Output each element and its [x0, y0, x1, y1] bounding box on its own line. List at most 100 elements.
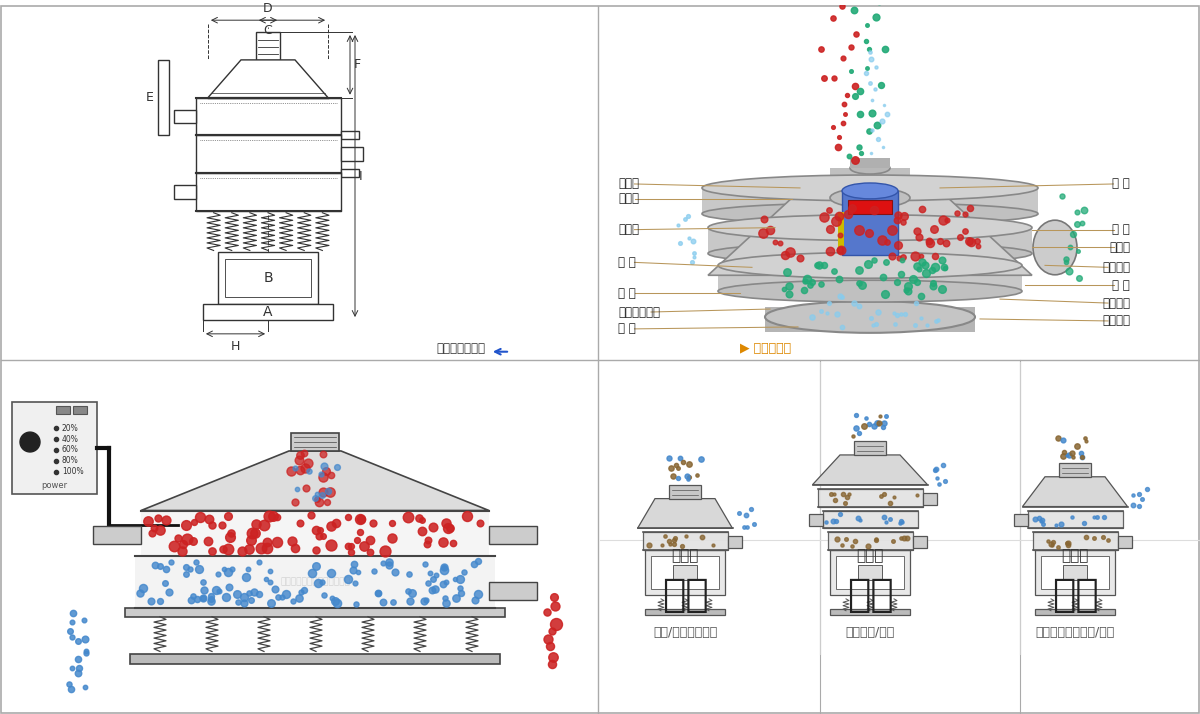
- Bar: [226, 259, 311, 297]
- Text: 三层式: 三层式: [857, 548, 883, 563]
- Polygon shape: [1022, 477, 1128, 506]
- Ellipse shape: [702, 203, 1038, 225]
- Bar: [727, 536, 742, 548]
- Bar: [157, 60, 168, 136]
- Polygon shape: [637, 498, 732, 528]
- Bar: [1060, 463, 1091, 477]
- Bar: [830, 550, 910, 595]
- Bar: [292, 433, 340, 451]
- Bar: [650, 556, 719, 589]
- Bar: [646, 609, 725, 615]
- Bar: [817, 488, 923, 506]
- Text: 过滤: 过滤: [847, 576, 893, 614]
- Bar: [1063, 565, 1087, 580]
- Bar: [1042, 556, 1109, 589]
- Bar: [646, 550, 725, 595]
- Bar: [73, 406, 88, 414]
- Bar: [708, 228, 1032, 253]
- Text: 除杂: 除杂: [1051, 576, 1098, 614]
- Bar: [854, 441, 886, 455]
- Ellipse shape: [708, 243, 1032, 264]
- Bar: [125, 608, 505, 617]
- Bar: [1117, 536, 1132, 548]
- Bar: [830, 609, 910, 615]
- Bar: [842, 191, 898, 256]
- Text: 防尘盖: 防尘盖: [618, 192, 640, 206]
- Bar: [923, 493, 936, 505]
- Ellipse shape: [766, 301, 974, 333]
- Bar: [142, 511, 490, 556]
- Bar: [134, 556, 496, 608]
- Bar: [642, 533, 727, 550]
- Bar: [196, 98, 341, 136]
- Bar: [1032, 533, 1117, 550]
- Bar: [830, 168, 910, 198]
- Text: 80%: 80%: [62, 456, 79, 466]
- Bar: [174, 109, 196, 124]
- Ellipse shape: [842, 248, 898, 263]
- Text: B: B: [263, 271, 272, 286]
- Text: 单层式: 单层式: [671, 548, 698, 563]
- Text: F: F: [354, 59, 361, 71]
- Bar: [673, 565, 697, 580]
- Ellipse shape: [708, 215, 1032, 241]
- Text: 100%: 100%: [62, 467, 84, 476]
- Bar: [912, 536, 926, 548]
- Bar: [670, 485, 701, 498]
- Text: 外形尺寸示意图: 外形尺寸示意图: [436, 342, 485, 355]
- Text: 运输固定螺栓: 运输固定螺栓: [618, 306, 660, 318]
- Text: 筛 网: 筛 网: [1112, 178, 1130, 191]
- Bar: [174, 185, 196, 199]
- Text: E: E: [145, 91, 154, 104]
- Polygon shape: [142, 451, 490, 511]
- Text: 去除液体中的颗粒/异物: 去除液体中的颗粒/异物: [1036, 626, 1115, 639]
- Bar: [490, 582, 538, 600]
- Text: 双层式: 双层式: [1061, 548, 1088, 563]
- Text: 分级: 分级: [661, 576, 708, 614]
- Text: 颗粒/粉末准确分级: 颗粒/粉末准确分级: [653, 626, 718, 639]
- Text: ▶ 结构示意图: ▶ 结构示意图: [740, 342, 791, 355]
- Ellipse shape: [830, 188, 910, 208]
- Bar: [196, 136, 341, 173]
- Bar: [848, 200, 892, 213]
- Text: I: I: [359, 169, 362, 183]
- Bar: [1014, 515, 1027, 526]
- Bar: [822, 511, 918, 528]
- Bar: [828, 533, 912, 550]
- Bar: [12, 402, 97, 493]
- Bar: [702, 188, 1038, 213]
- Bar: [850, 159, 890, 168]
- Text: 弹 簧: 弹 簧: [618, 286, 636, 300]
- Text: H: H: [230, 340, 240, 353]
- Bar: [341, 131, 359, 139]
- Text: 束 环: 束 环: [618, 256, 636, 269]
- Text: 60%: 60%: [62, 446, 79, 455]
- Bar: [341, 169, 359, 177]
- Bar: [196, 173, 341, 211]
- Text: D: D: [263, 2, 272, 15]
- Text: 机 座: 机 座: [618, 323, 636, 336]
- Text: 40%: 40%: [62, 435, 79, 443]
- Bar: [1034, 609, 1115, 615]
- Polygon shape: [208, 60, 328, 98]
- Ellipse shape: [842, 183, 898, 199]
- Bar: [836, 556, 904, 589]
- Polygon shape: [766, 258, 974, 297]
- Bar: [858, 565, 882, 580]
- Ellipse shape: [1033, 220, 1078, 275]
- Ellipse shape: [702, 175, 1038, 201]
- Circle shape: [20, 432, 40, 452]
- Bar: [56, 406, 70, 414]
- Bar: [718, 266, 1022, 291]
- Text: 进料口: 进料口: [618, 178, 640, 191]
- Text: A: A: [263, 305, 272, 319]
- Text: 上部重锤: 上部重锤: [1102, 261, 1130, 274]
- Text: 去除异物/结块: 去除异物/结块: [845, 626, 895, 639]
- Bar: [218, 253, 318, 304]
- Polygon shape: [812, 455, 928, 485]
- Bar: [256, 32, 280, 60]
- Bar: [490, 526, 538, 544]
- Text: C: C: [264, 24, 272, 36]
- Bar: [809, 515, 822, 526]
- Bar: [203, 304, 334, 320]
